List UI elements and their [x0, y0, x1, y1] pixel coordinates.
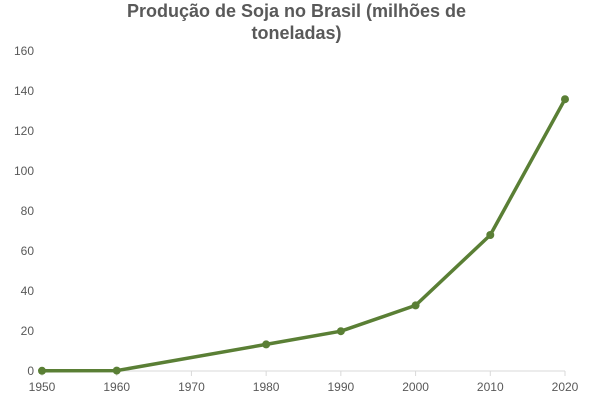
y-tick-label-40: 40 [21, 284, 35, 298]
series-layer [38, 95, 569, 375]
x-tick-label-1970: 1970 [178, 380, 205, 394]
data-point-1990 [336, 327, 345, 336]
data-point-1980 [262, 340, 271, 349]
x-tick-label-1990: 1990 [328, 380, 355, 394]
y-tick-label-0: 0 [27, 364, 34, 378]
data-point-2000 [411, 301, 420, 310]
x-tick-label-1980: 1980 [253, 380, 280, 394]
y-tick-label-20: 20 [21, 324, 35, 338]
x-tick-label-2000: 2000 [402, 380, 429, 394]
data-point-2010 [486, 231, 495, 239]
y-axis-tick-labels: 0 20 40 60 80 100 120 140 160 [14, 44, 34, 378]
chart-title-line-1: Produção de Soja no Brasil (milhões de [126, 1, 467, 21]
y-tick-label-120: 120 [14, 124, 34, 138]
x-tick-label-1950: 1950 [29, 380, 56, 394]
x-tick-label-2020: 2020 [552, 380, 579, 394]
chart-title-line-2: toneladas) [251, 23, 342, 43]
data-point-2020 [561, 95, 569, 104]
x-tick-label-2010: 2010 [477, 380, 504, 394]
y-tick-label-100: 100 [14, 164, 34, 178]
data-point-1950 [38, 366, 46, 375]
x-tick-label-1960: 1960 [103, 380, 130, 394]
y-tick-label-160: 160 [14, 44, 34, 58]
x-axis-tick-labels: 1950 1960 1970 1980 1990 2000 2010 2020 [29, 380, 579, 394]
data-point-1960 [112, 366, 121, 375]
y-tick-label-80: 80 [21, 204, 35, 218]
chart-title: Produção de Soja no Brasil (milhões de t… [0, 0, 593, 44]
y-tick-label-140: 140 [14, 84, 34, 98]
y-tick-label-60: 60 [21, 244, 35, 258]
